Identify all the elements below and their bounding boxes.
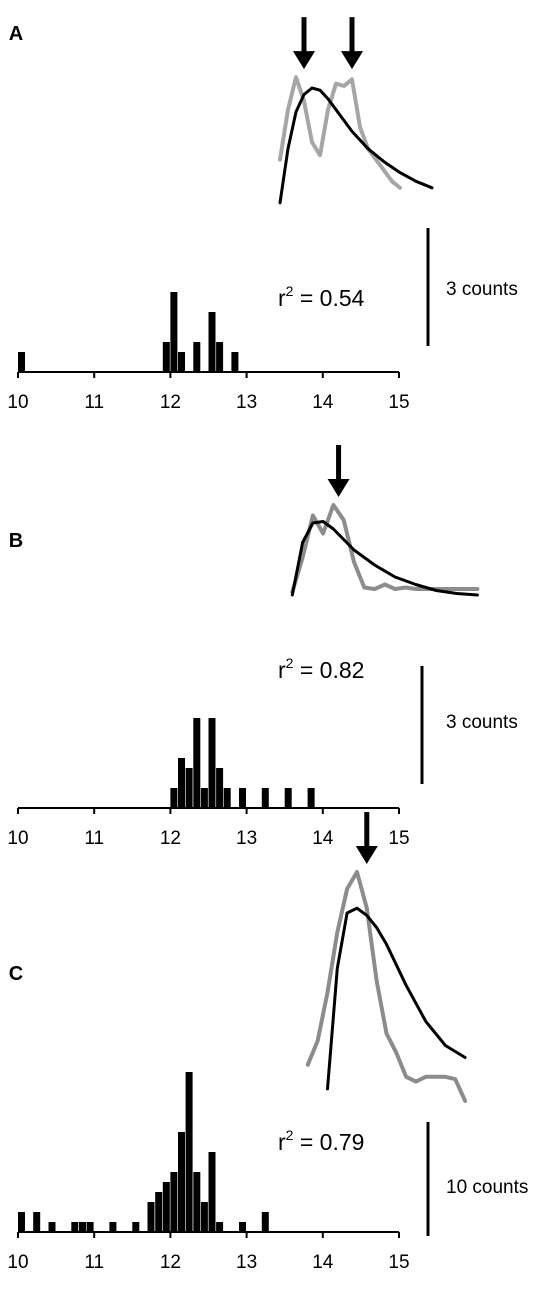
r-squared-label: r2 = 0.82 [278, 655, 364, 683]
scale-bar-label: 3 counts [446, 279, 518, 300]
scale-bar-label: 3 counts [446, 712, 518, 733]
measured-spectrum-line [278, 75, 402, 190]
measured-spectrum-line [305, 870, 468, 1103]
histogram-bar [239, 1222, 246, 1232]
r2-exponent: 2 [286, 655, 294, 671]
histogram-bar [170, 292, 178, 372]
x-tick-label: 11 [84, 1252, 104, 1273]
histogram-bar [178, 758, 185, 808]
measured-spectrum-line [290, 503, 480, 594]
histogram-bar [71, 1222, 79, 1232]
histogram-bar [33, 1212, 41, 1232]
r2-exponent: 2 [286, 1127, 294, 1143]
histogram-bar [147, 1202, 155, 1232]
arrow-head [341, 51, 363, 70]
histogram-bar [155, 1192, 163, 1232]
histogram-bar [109, 1222, 117, 1232]
r2-exponent: 2 [286, 283, 294, 299]
histogram-bar [185, 768, 193, 808]
fit-curve-line [278, 86, 434, 205]
x-tick-label: 12 [160, 1252, 181, 1273]
histogram-bar [261, 1212, 269, 1232]
histogram-bar [185, 1072, 193, 1232]
histogram-bar [86, 1222, 94, 1232]
x-tick-label: 15 [388, 392, 409, 413]
histogram-bar [200, 788, 208, 808]
x-tick-label: 12 [160, 392, 181, 413]
histogram-bar [216, 342, 224, 372]
histogram-bar [307, 788, 315, 808]
panel-letter: A [9, 23, 23, 45]
histogram-bar [193, 1172, 201, 1232]
histogram-bar [208, 718, 216, 808]
arrow-head [293, 51, 315, 70]
histogram-bar [170, 1172, 178, 1232]
peak-arrow [355, 812, 378, 865]
histogram-bar [178, 1132, 185, 1232]
r2-prefix: r [278, 657, 286, 683]
r2-value: = 0.82 [293, 657, 364, 683]
x-tick-label: 15 [388, 828, 409, 849]
x-tick-label: 10 [7, 392, 28, 413]
histogram-bar [223, 788, 231, 808]
r2-value: = 0.54 [293, 285, 364, 311]
histogram-bar [216, 768, 224, 808]
arrow-head [355, 846, 378, 865]
panel-b: B 10 11 12 13 14 15 r2 = 0.82 3 counts [7, 445, 518, 849]
r-squared-label: r2 = 0.79 [278, 1127, 364, 1155]
histogram-bar [162, 1182, 170, 1232]
histogram-bar [208, 1152, 216, 1232]
histogram-bar [193, 718, 201, 808]
x-tick-label: 10 [7, 1252, 28, 1273]
histogram-bar [162, 342, 170, 372]
histogram-bar [170, 788, 178, 808]
histogram-bar [132, 1222, 140, 1232]
x-tick-label: 13 [236, 1252, 257, 1273]
fit-curve-line [290, 520, 479, 597]
histogram-bar [239, 788, 246, 808]
peak-arrow [341, 17, 363, 70]
x-tick-label: 13 [236, 392, 257, 413]
histogram-bar [18, 352, 25, 372]
panel-letter: C [9, 963, 23, 985]
histogram-bar [193, 342, 201, 372]
x-tick-label: 11 [84, 392, 104, 413]
scale-bar-label: 10 counts [446, 1177, 528, 1198]
x-tick-label: 14 [312, 828, 334, 849]
histogram-bar [18, 1212, 25, 1232]
panel-a: A 10 11 12 13 14 15 r2 = 0.54 3 counts [7, 17, 518, 413]
x-tick-label: 10 [7, 828, 28, 849]
x-tick-label: 11 [84, 828, 104, 849]
histogram-bar [48, 1222, 56, 1232]
histogram-bar [261, 788, 269, 808]
arrow-head [327, 479, 350, 497]
histogram-bar [208, 312, 216, 372]
histogram-bar [178, 352, 185, 372]
x-tick-label: 13 [236, 828, 257, 849]
panel-letter: B [9, 530, 23, 552]
x-tick-label: 15 [388, 1252, 409, 1273]
histogram-bar [200, 1202, 208, 1232]
r-squared-label: r2 = 0.54 [278, 283, 365, 311]
r2-prefix: r [278, 1129, 286, 1155]
panel-c: C 10 11 12 13 14 15 r2 = 0.79 10 counts [7, 812, 528, 1273]
peak-arrow [327, 445, 350, 497]
r2-prefix: r [278, 285, 286, 311]
histogram-bar [284, 788, 292, 808]
histogram-bar [231, 352, 239, 372]
x-tick-label: 14 [312, 392, 334, 413]
x-tick-label: 14 [312, 1252, 334, 1273]
r2-value: = 0.79 [293, 1129, 364, 1155]
x-tick-label: 12 [160, 828, 181, 849]
histogram-bar [79, 1222, 86, 1232]
histogram-bar [216, 1222, 224, 1232]
peak-arrow [293, 17, 315, 70]
fit-curve-line [326, 906, 467, 1091]
